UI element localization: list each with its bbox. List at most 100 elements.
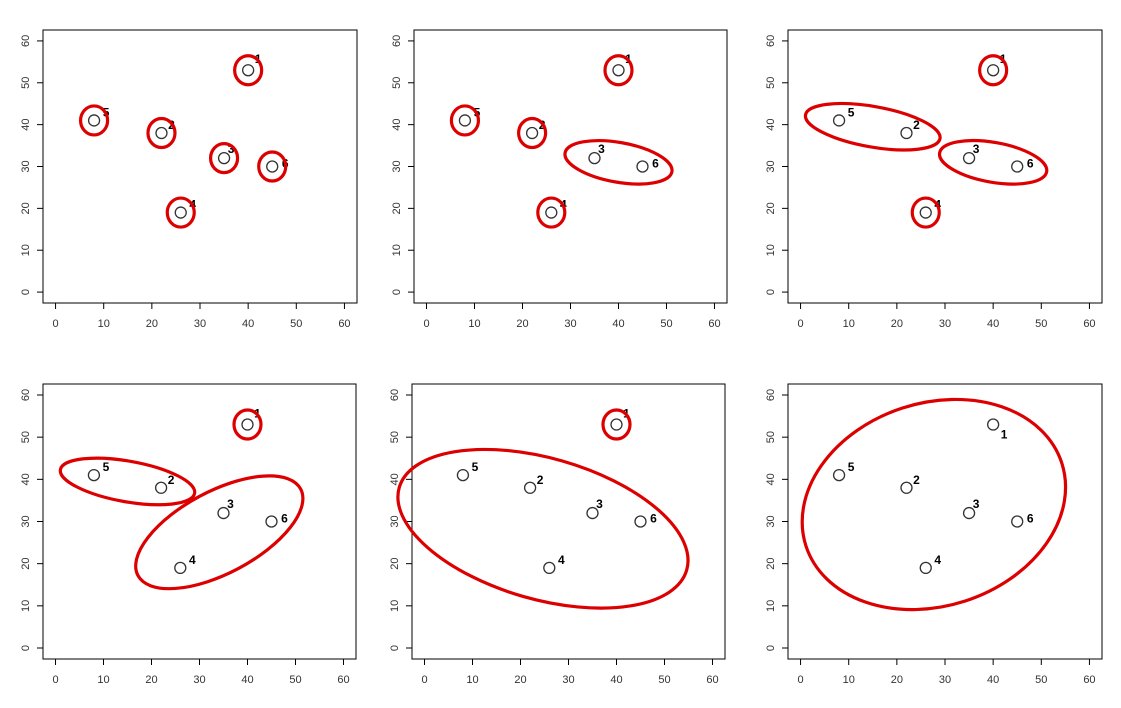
data-point-1 <box>241 418 254 431</box>
y-tick-label: 10 <box>391 244 403 256</box>
point-label-3: 3 <box>598 142 605 156</box>
cluster-ellipse-4 <box>165 196 196 229</box>
data-point-1 <box>986 418 1000 431</box>
y-tick-label: 20 <box>20 202 32 214</box>
y-tick-label: 0 <box>20 289 32 295</box>
x-tick-label: 10 <box>468 318 480 330</box>
x-tick-label: 0 <box>52 318 58 330</box>
y-tick-label: 50 <box>20 77 32 89</box>
cluster-ellipse-1 <box>233 54 264 87</box>
cluster-ellipse-3-6 <box>937 138 1049 186</box>
cluster-ellipse-3 <box>208 142 240 175</box>
cluster-ellipse-3-6 <box>563 139 674 186</box>
point-label-3: 3 <box>596 497 603 511</box>
x-tick-label: 40 <box>987 318 999 330</box>
y-tick-label: 50 <box>765 431 777 443</box>
plot-frame <box>787 29 1103 304</box>
data-point-2 <box>900 481 913 494</box>
y-tick-label: 0 <box>391 289 403 295</box>
cluster-ellipse-5-2 <box>58 456 197 507</box>
x-tick-label: 50 <box>289 674 301 686</box>
point-label-5: 5 <box>848 105 855 119</box>
data-point-3 <box>217 151 231 165</box>
y-tick-label: 50 <box>20 431 32 443</box>
x-tick-label: 60 <box>338 318 350 330</box>
y-tick-label: 10 <box>765 600 777 612</box>
data-point-5 <box>87 114 101 127</box>
point-label-2: 2 <box>913 473 920 487</box>
y-tick-label: 0 <box>765 289 777 295</box>
x-tick-label: 60 <box>1083 674 1095 686</box>
x-tick-label: 50 <box>658 674 670 686</box>
y-tick-label: 30 <box>765 160 777 172</box>
point-label-4: 4 <box>189 553 196 567</box>
x-tick-label: 40 <box>242 318 254 330</box>
cluster-ellipse-4 <box>536 196 567 229</box>
x-tick-label: 20 <box>516 318 528 330</box>
x-tick-label: 30 <box>193 674 205 686</box>
cluster-ellipse-5-2 <box>803 101 942 152</box>
x-tick-label: 60 <box>706 674 718 686</box>
y-tick-label: 0 <box>765 645 777 651</box>
data-point-6 <box>266 160 279 173</box>
point-label-2: 2 <box>537 473 544 487</box>
data-point-1 <box>241 64 255 77</box>
y-tick-label: 30 <box>765 515 777 527</box>
y-tick-label: 60 <box>391 35 403 47</box>
point-label-1: 1 <box>1001 428 1008 442</box>
y-tick-label: 60 <box>389 389 401 401</box>
data-point-2 <box>154 481 168 494</box>
point-label-6: 6 <box>652 157 659 171</box>
x-tick-label: 20 <box>891 674 903 686</box>
data-point-6 <box>636 160 649 173</box>
y-tick-label: 60 <box>765 389 777 401</box>
x-tick-label: 30 <box>194 318 206 330</box>
x-tick-label: 0 <box>797 318 803 330</box>
point-label-5: 5 <box>848 460 855 474</box>
data-point-5 <box>87 468 101 482</box>
y-tick-label: 40 <box>20 119 32 131</box>
data-point-5 <box>458 114 472 127</box>
cluster-ellipse-5 <box>449 104 481 137</box>
point-label-5: 5 <box>472 460 479 474</box>
data-point-5 <box>832 468 846 482</box>
x-tick-label: 40 <box>612 318 624 330</box>
panel-6: 0 10 20 30 40 50 60 0 10 20 30 40 50 60 1 2 3 4 5 6 <box>765 383 1103 686</box>
y-tick-label: 50 <box>765 77 777 89</box>
x-tick-label: 30 <box>939 318 951 330</box>
y-tick-label: 40 <box>765 473 777 485</box>
x-tick-label: 60 <box>337 674 349 686</box>
cluster-ellipse-2 <box>146 116 177 150</box>
data-point-6 <box>265 515 278 528</box>
y-tick-label: 10 <box>765 244 777 256</box>
x-tick-label: 10 <box>98 318 110 330</box>
data-point-1 <box>612 64 625 77</box>
data-point-5 <box>832 114 846 127</box>
x-tick-label: 10 <box>843 318 855 330</box>
data-point-2 <box>523 481 537 494</box>
x-tick-label: 20 <box>891 318 903 330</box>
data-point-6 <box>1011 515 1024 528</box>
x-tick-label: 0 <box>421 674 427 686</box>
x-tick-label: 20 <box>145 674 157 686</box>
point-label-6: 6 <box>1027 512 1034 526</box>
point-label-5: 5 <box>103 460 110 474</box>
cluster-ellipse-2 <box>517 116 548 150</box>
y-tick-label: 20 <box>391 202 403 214</box>
data-point-6 <box>634 515 647 528</box>
data-point-2 <box>155 126 168 140</box>
data-point-3 <box>588 151 601 165</box>
y-tick-label: 20 <box>765 202 777 214</box>
x-tick-label: 30 <box>562 674 574 686</box>
plot-frame <box>413 29 728 304</box>
y-tick-label: 0 <box>389 645 401 651</box>
x-tick-label: 40 <box>610 674 622 686</box>
cluster-ellipse-1 <box>601 408 632 441</box>
data-point-3 <box>217 506 230 520</box>
cluster-ellipse-1 <box>603 54 634 87</box>
cluster-ellipse-4 <box>910 196 941 229</box>
point-label-6: 6 <box>281 512 288 526</box>
